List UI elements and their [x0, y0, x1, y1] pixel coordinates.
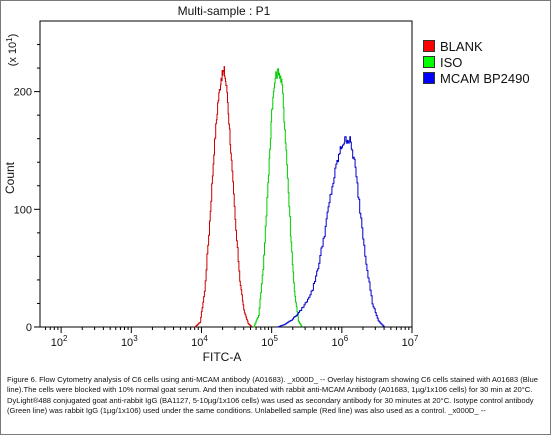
series-line-blank: [194, 66, 253, 328]
legend-swatch-iso: [423, 56, 435, 68]
x-tick-label-1: 103: [121, 334, 138, 349]
legend: BLANK ISO MCAM BP2490: [423, 38, 530, 86]
y-tick-label-1: 100: [14, 204, 32, 216]
legend-label-iso: ISO: [440, 54, 463, 70]
legend-swatch-mcam: [423, 72, 435, 84]
x-tick-label-4: 106: [331, 334, 348, 349]
plot-series: [194, 66, 385, 328]
series-line-mcam-bp2490: [277, 136, 385, 328]
legend-label-blank: BLANK: [440, 38, 483, 54]
x-tick-label-2: 104: [191, 334, 208, 349]
legend-item-mcam: MCAM BP2490: [423, 70, 530, 86]
x-tick-label-5: 107: [402, 334, 419, 349]
chart-title: Multi-sample : P1: [178, 4, 271, 18]
series-line-iso: [253, 68, 303, 328]
y-axis-label: Count: [3, 161, 17, 194]
flow-cytometry-histogram: Multi-sample : P1 102 103 104 105 106 107 0 100…: [3, 4, 419, 364]
legend-swatch-blank: [423, 40, 435, 52]
y-tick-label-2: 200: [14, 87, 32, 99]
legend-item-iso: ISO: [423, 54, 530, 70]
figure-caption: Figure 6. Flow Cytometry analysis of C6 …: [7, 375, 538, 416]
legend-label-mcam: MCAM BP2490: [440, 70, 530, 86]
legend-item-blank: BLANK: [423, 38, 530, 54]
plot-frame: [39, 20, 413, 328]
x-tick-label-0: 102: [51, 334, 68, 349]
x-tick-label-3: 105: [261, 334, 278, 349]
y-tick-label-0: 0: [26, 322, 32, 334]
x-axis-label: FITC-A: [203, 350, 242, 364]
y-multiplier-label: (x 101): [5, 34, 19, 67]
plot-axes: 102 103 104 105 106 107 0 100 200: [14, 20, 419, 349]
